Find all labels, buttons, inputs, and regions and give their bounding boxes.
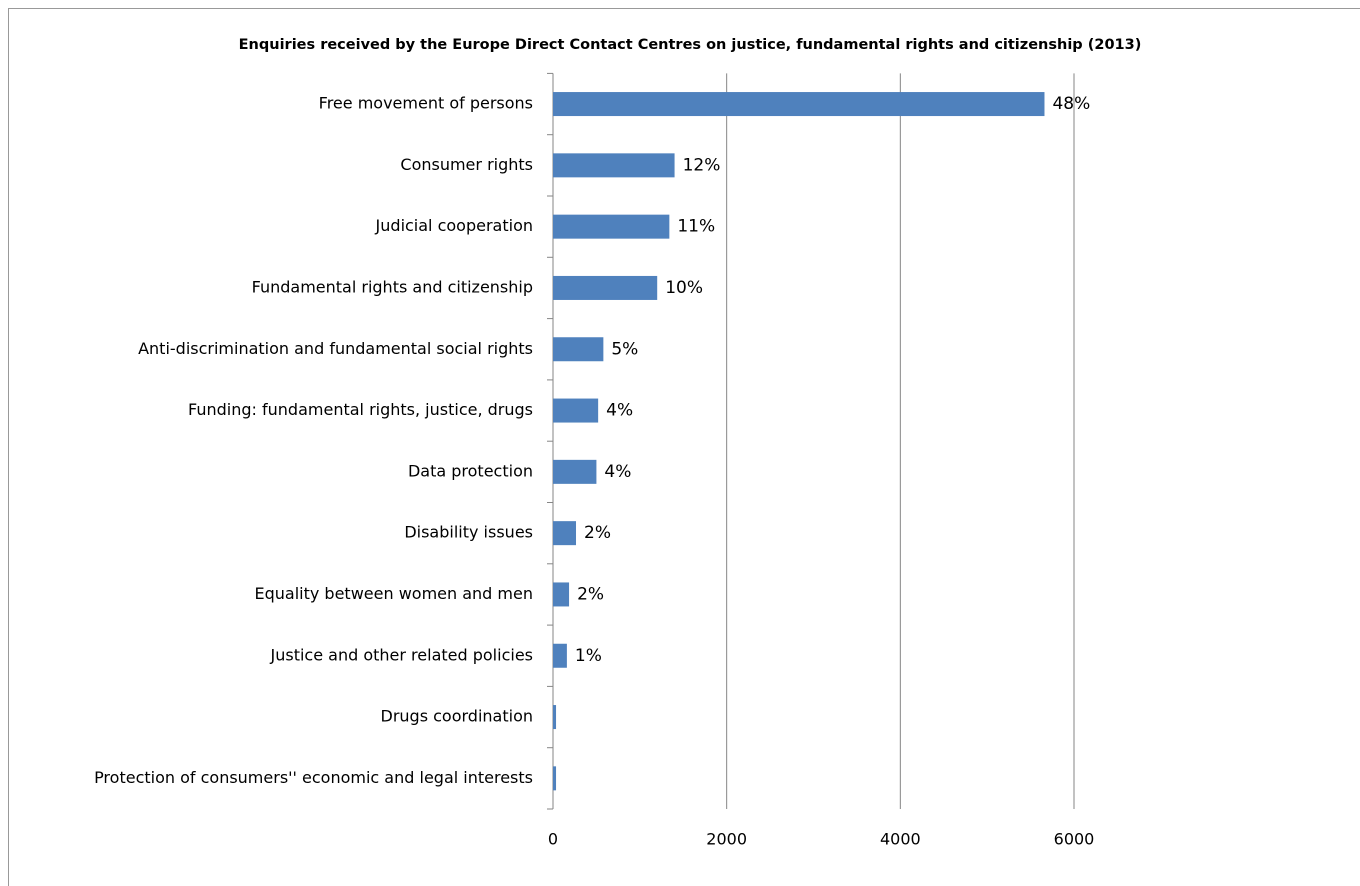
bar bbox=[553, 337, 604, 362]
y-tick-label: Equality between women and men bbox=[255, 584, 534, 603]
y-tick-label: Disability issues bbox=[404, 523, 533, 542]
value-label: 10% bbox=[665, 278, 703, 298]
chart-frame bbox=[8, 8, 1360, 886]
y-tick-label: Judicial cooperation bbox=[375, 216, 533, 235]
x-tick-label: 0 bbox=[548, 830, 558, 849]
bar bbox=[553, 398, 599, 423]
y-tick-label: Drugs coordination bbox=[381, 707, 533, 726]
value-label: 4% bbox=[604, 462, 631, 482]
value-label: 12% bbox=[683, 155, 721, 175]
y-tick-label: Justice and other related policies bbox=[270, 645, 533, 664]
y-tick-label: Protection of consumers'' economic and l… bbox=[94, 768, 533, 787]
value-label: 2% bbox=[577, 584, 604, 604]
bar bbox=[553, 582, 570, 607]
y-tick-label: Funding: fundamental rights, justice, dr… bbox=[188, 400, 533, 419]
value-label: 5% bbox=[611, 339, 638, 359]
bar bbox=[553, 275, 658, 300]
y-tick-label: Free movement of persons bbox=[319, 94, 533, 113]
value-label: 1% bbox=[575, 646, 602, 666]
value-label: 11% bbox=[677, 217, 715, 237]
x-tick-label: 4000 bbox=[880, 830, 921, 849]
bar bbox=[553, 459, 597, 484]
value-label: 2% bbox=[584, 523, 611, 543]
bar bbox=[553, 214, 670, 239]
bar bbox=[553, 92, 1045, 117]
bar bbox=[553, 153, 675, 178]
bar bbox=[553, 643, 567, 668]
y-tick-label: Anti-discrimination and fundamental soci… bbox=[138, 339, 533, 358]
chart-title: Enquiries received by the Europe Direct … bbox=[239, 37, 1142, 53]
x-tick-label: 6000 bbox=[1054, 830, 1095, 849]
bar bbox=[553, 766, 557, 791]
bar bbox=[553, 705, 557, 730]
y-tick-label: Consumer rights bbox=[400, 155, 533, 174]
value-label: 4% bbox=[606, 401, 633, 421]
y-tick-label: Fundamental rights and citizenship bbox=[252, 277, 533, 296]
y-tick-label: Data protection bbox=[408, 461, 533, 480]
bar bbox=[553, 521, 577, 546]
x-tick-label: 2000 bbox=[706, 830, 747, 849]
value-label: 48% bbox=[1052, 94, 1090, 114]
